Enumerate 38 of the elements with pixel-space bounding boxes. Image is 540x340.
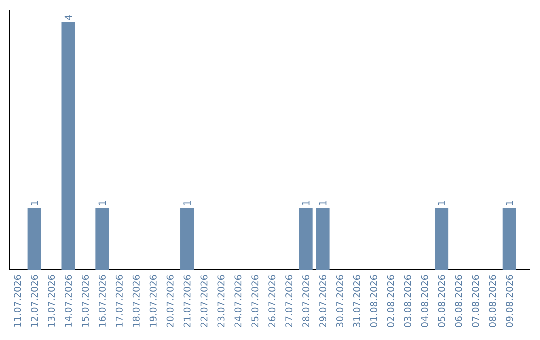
x-tick-label: 23.07.2026 (218, 275, 225, 328)
data-label: 1 (98, 201, 106, 206)
x-tick-label: 28.07.2026 (302, 275, 310, 328)
x-tick-label: 30.07.2026 (336, 275, 344, 328)
data-label: 1 (319, 201, 327, 206)
x-tick-label: 17.07.2026 (116, 275, 123, 327)
x-tick-label: 01.08.2026 (370, 275, 378, 328)
data-label: 1 (30, 201, 38, 206)
data-label: 4 (64, 15, 72, 20)
x-tick-label: 07.08.2026 (472, 275, 480, 328)
x-tick-label: 08.08.2026 (489, 275, 496, 328)
data-label: 1 (438, 201, 446, 206)
x-tick-label: 13.07.2026 (48, 275, 56, 327)
x-tick-label: 14.07.2026 (65, 275, 72, 327)
x-tick-label: 16.07.2026 (98, 275, 106, 327)
x-tick-label: 26.07.2026 (268, 275, 276, 328)
x-tick-label: 15.07.2026 (82, 275, 90, 327)
x-tick-label: 19.07.2026 (150, 275, 157, 327)
x-tick-label: 12.07.2026 (31, 275, 38, 327)
x-tick-label: 18.07.2026 (132, 275, 140, 327)
x-tick-label: 06.08.2026 (455, 275, 462, 328)
x-tick-label: 02.08.2026 (387, 275, 394, 328)
data-label: 1 (184, 201, 191, 206)
x-tick-label: 21.07.2026 (184, 275, 191, 328)
x-tick-label: 22.07.2026 (200, 275, 208, 328)
x-tick-label: 27.07.2026 (286, 275, 293, 328)
x-tick-label: 20.07.2026 (166, 275, 174, 328)
x-tick-label: 09.08.2026 (506, 275, 514, 328)
x-tick-label: 04.08.2026 (421, 275, 428, 328)
data-label: 1 (506, 201, 514, 206)
x-tick-label: 31.07.2026 (353, 275, 360, 328)
x-tick-label: 05.08.2026 (438, 275, 446, 328)
x-tick-label: 25.07.2026 (252, 275, 259, 328)
data-label: 1 (302, 201, 310, 206)
x-tick-label: 24.07.2026 (234, 275, 242, 328)
x-tick-label: 03.08.2026 (404, 275, 412, 328)
x-tick-label: 11.07.2026 (14, 275, 22, 327)
x-tick-label: 29.07.2026 (320, 275, 327, 328)
